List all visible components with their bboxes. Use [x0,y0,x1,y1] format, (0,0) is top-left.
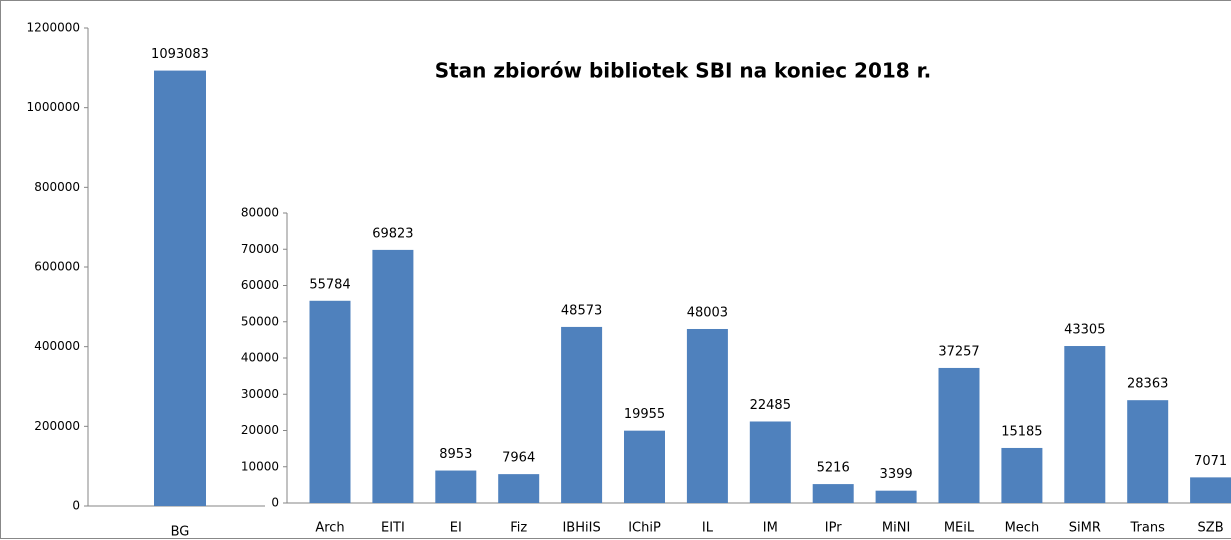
bar [561,326,603,503]
y-tick-label: 60000 [241,278,279,292]
y-tick-label: 600000 [34,260,80,274]
data-label: 43305 [1064,323,1105,338]
x-tick-label: Trans [1130,521,1166,536]
y-tick-label: 1200000 [27,21,80,35]
bar [1064,346,1106,503]
y-tick-label: 0 [271,496,279,510]
x-tick-label: MiNI [882,521,910,536]
bar [435,470,477,503]
x-tick-label: IL [702,521,714,536]
data-label: 22485 [750,398,791,413]
data-label: 37257 [938,344,979,359]
x-tick-label: MEiL [944,521,975,536]
data-label: 15185 [1001,424,1042,439]
y-tick-label: 40000 [241,351,279,365]
x-tick-label: SZB [1198,521,1224,536]
x-tick-label: Mech [1005,521,1040,536]
x-tick-label: Fiz [510,521,527,536]
data-label: 7071 [1194,454,1227,469]
bar [1001,447,1043,503]
bar [372,249,414,503]
x-tick-label: IChiP [628,521,661,536]
y-tick-label: 80000 [241,206,279,220]
bar [1127,400,1169,503]
data-label: 69823 [372,226,413,241]
x-tick-label: EITI [381,521,405,536]
y-tick-label: 800000 [34,180,80,194]
x-tick-label: IBHiIS [562,521,600,536]
y-tick-label: 30000 [241,387,279,401]
data-label: 5216 [817,461,850,476]
x-tick-label: Arch [315,521,344,536]
data-label: 7964 [502,451,535,466]
y-tick-label: 0 [72,499,80,513]
x-tick-label: IPr [825,521,842,536]
y-tick-label: 70000 [241,242,279,256]
y-tick-label: 10000 [241,459,279,473]
bar [749,421,791,503]
data-label: 48003 [687,305,728,320]
data-label: 3399 [880,467,913,482]
y-tick-label: 50000 [241,314,279,328]
y-tick-label: 400000 [34,339,80,353]
bar [1190,477,1231,503]
bar [154,70,206,506]
x-tick-label: IM [763,521,778,536]
x-tick-label: SiMR [1069,521,1101,536]
data-label: 28363 [1127,377,1168,392]
bar [938,367,980,503]
bar [686,328,728,503]
y-tick-label: 1000000 [27,100,80,114]
y-tick-label: 20000 [241,423,279,437]
bar [812,484,854,503]
data-label: 48573 [561,303,602,318]
chart-title: Stan zbiorów bibliotek SBI na koniec 201… [435,59,932,83]
data-label: 8953 [439,447,472,462]
bar [875,490,917,503]
bar [309,300,351,503]
y-tick-label: 200000 [34,419,80,433]
bar [624,430,665,503]
data-label: 19955 [624,407,665,422]
bar [498,474,540,503]
data-label: 55784 [309,277,350,292]
x-tick-label: EI [450,521,462,536]
x-tick-label: BG [171,525,190,540]
data-label: 1093083 [151,47,209,62]
